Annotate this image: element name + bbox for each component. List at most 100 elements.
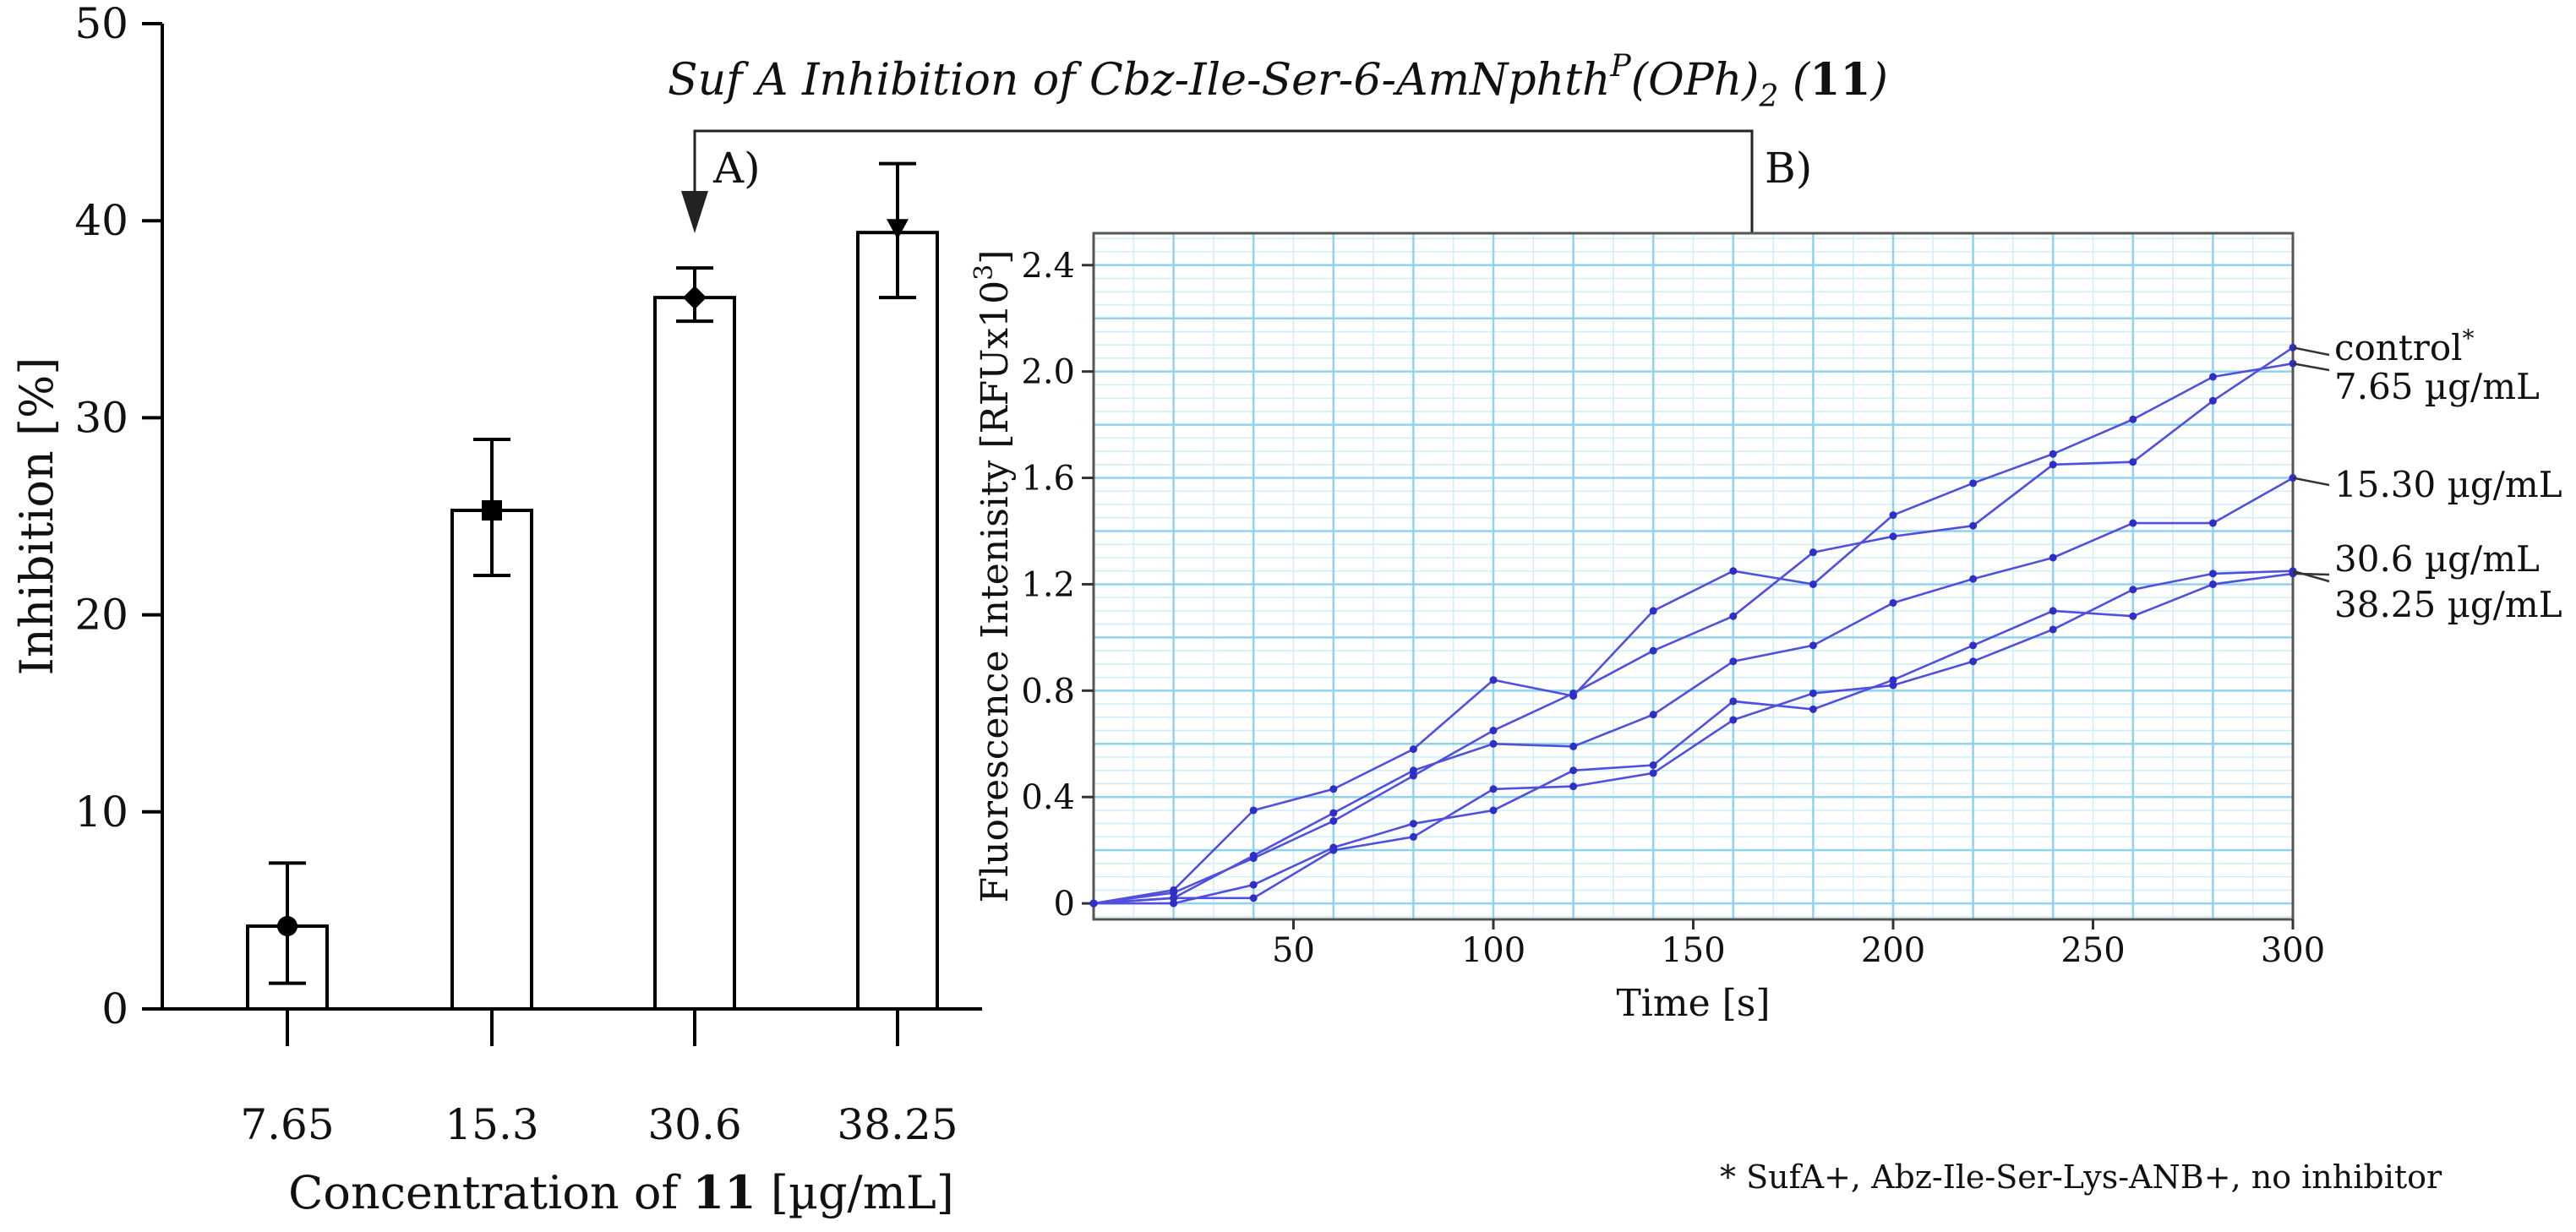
- x-axis-title-compound: 11: [693, 1165, 756, 1219]
- series-point: [1409, 832, 1417, 841]
- series-leader-line: [2292, 572, 2330, 576]
- series-point: [1409, 745, 1417, 754]
- series-point: [1089, 899, 1098, 908]
- bar: [653, 296, 736, 1011]
- series-label-asterisk: *: [2463, 324, 2475, 352]
- series-point: [1409, 766, 1417, 775]
- y-tick-label: 1.2: [1021, 565, 1075, 604]
- x-tick-label: 38.25: [837, 1100, 958, 1149]
- series-point: [1809, 705, 1817, 713]
- series-point: [1569, 742, 1578, 750]
- mean-marker: [482, 500, 502, 521]
- series-point: [1809, 548, 1817, 557]
- series-line: [1093, 346, 2294, 905]
- series-point: [1489, 806, 1498, 815]
- series-line: [1094, 572, 2294, 905]
- series-leader-line: [2292, 362, 2330, 372]
- x-axis-title: Concentration of 11 [µg/mL]: [288, 1165, 954, 1219]
- series-label-text: control: [2334, 327, 2463, 368]
- y-tick-label: 40: [74, 196, 128, 245]
- y-tick-label: 1.6: [1021, 460, 1075, 499]
- panel-b-marker: B): [1765, 144, 1812, 193]
- series-point: [1489, 785, 1498, 793]
- y-tick-label: 30: [74, 393, 128, 442]
- mean-marker: [277, 916, 297, 937]
- series-point: [1170, 894, 1178, 902]
- series-point: [1649, 711, 1657, 719]
- series-point: [2208, 580, 2217, 588]
- series-point: [1489, 727, 1498, 735]
- series-label-text: 7.65 µg/mL: [2334, 366, 2540, 407]
- mean-marker: [887, 219, 909, 240]
- series-point: [1809, 580, 1817, 588]
- series-point: [2208, 519, 2217, 527]
- series-point: [1889, 511, 1897, 520]
- series-point: [1969, 479, 1978, 488]
- x-tick-label: 15.3: [445, 1100, 538, 1149]
- x-axis-title: Time [s]: [1616, 982, 1770, 1025]
- series-line: [1093, 362, 2294, 905]
- y-axis-title: Inhibition [%]: [10, 357, 63, 676]
- panel-connector-bracket: [693, 129, 1754, 233]
- series-point: [1729, 612, 1738, 620]
- series-line: [1093, 477, 2294, 905]
- x-tick-label: 200: [1861, 931, 1925, 970]
- y-tick-label: 0: [101, 984, 128, 1033]
- figure-title: Suf A Inhibition of Cbz-Ile-Ser-6-AmNpht…: [668, 49, 1888, 114]
- series-label: 38.25 µg/mL: [2334, 584, 2562, 625]
- series-point: [2049, 607, 2057, 615]
- series-point: [2129, 612, 2137, 620]
- series-label: 15.30 µg/mL: [2334, 464, 2562, 505]
- series-point: [1409, 771, 1417, 780]
- series-point: [1489, 739, 1498, 748]
- series-label-text: 30.6 µg/mL: [2334, 538, 2540, 580]
- series-point: [1889, 532, 1897, 541]
- y-axis-title-prefix: Fluorescence Intenisity [RFUx10: [974, 281, 1017, 903]
- series-point: [1969, 521, 1978, 530]
- x-tick-label: 7.65: [240, 1100, 334, 1149]
- series-point: [1729, 657, 1738, 666]
- series-point: [1170, 886, 1178, 894]
- series-point: [1249, 806, 1258, 815]
- x-tick-label: 300: [2261, 931, 2325, 970]
- footnote: * SufA+, Abz-Ile-Ser-Lys-ANB+, no inhibi…: [1720, 1158, 2442, 1196]
- series-point: [1329, 817, 1338, 826]
- bar: [450, 509, 533, 1011]
- y-tick-label: 0.4: [1021, 778, 1075, 817]
- series-point: [1329, 809, 1338, 817]
- y-tick-label: 0: [1054, 885, 1075, 924]
- series-point: [2129, 458, 2137, 466]
- series-point: [2049, 461, 2057, 469]
- series-point: [2208, 373, 2217, 381]
- series-point: [1729, 716, 1738, 724]
- series-point: [2129, 586, 2137, 594]
- y-tick-label: 2.0: [1021, 353, 1075, 392]
- series-point: [2049, 553, 2057, 562]
- series-label-text: 15.30 µg/mL: [2334, 464, 2562, 505]
- series-leader-line: [2292, 346, 2330, 357]
- series-point: [1569, 782, 1578, 791]
- x-axis-title-suffix: [µg/mL]: [756, 1166, 954, 1219]
- series-leader-line: [2292, 477, 2330, 487]
- series-point: [2129, 519, 2137, 527]
- series-point: [1809, 641, 1817, 650]
- series-point: [1649, 769, 1657, 777]
- series-point: [2049, 450, 2057, 458]
- series-point: [1249, 894, 1258, 902]
- y-tick-label: 50: [74, 0, 128, 48]
- series-label: 30.6 µg/mL: [2334, 538, 2540, 580]
- series-point: [1729, 697, 1738, 706]
- series-point: [1889, 681, 1897, 690]
- series-point: [1809, 689, 1817, 697]
- y-tick-label: 10: [74, 788, 128, 837]
- series-point: [1889, 598, 1897, 607]
- series-point: [1969, 641, 1978, 650]
- series-point: [1170, 899, 1178, 908]
- series-point: [2208, 570, 2217, 578]
- y-axis-title: Fluorescence Intenisity [RFUx103]: [969, 250, 1017, 903]
- series-point: [1489, 676, 1498, 684]
- y-tick-label: 20: [74, 591, 128, 640]
- y-axis-title-exponent: 3: [969, 264, 999, 281]
- series-point: [1649, 607, 1657, 615]
- x-tick-label: 30.6: [647, 1100, 741, 1149]
